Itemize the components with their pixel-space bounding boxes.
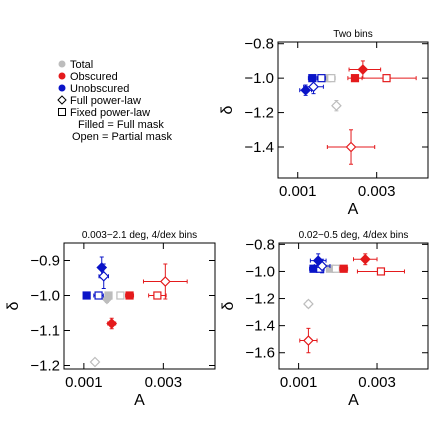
y-tick-label: −1.4 <box>245 318 275 335</box>
x-axis-label: A <box>348 201 359 218</box>
plot-frame <box>277 41 429 179</box>
x-tick-label: 0.003 <box>358 183 396 200</box>
legend-label-obscured: Obscured <box>70 71 118 83</box>
y-tick-label: −1.0 <box>245 263 275 280</box>
data-point-unobscured-diamond-open <box>316 260 328 272</box>
x-tick-label: 0.001 <box>280 374 318 391</box>
legend-marker-unobscured <box>58 84 66 92</box>
y-tick-label: −1.6 <box>245 345 275 362</box>
legend-label-unobscured: Unobscured <box>70 83 129 95</box>
chart-title: 0.003−2.1 deg, 4/dex bins <box>82 230 197 241</box>
data-point-obscured-diamond-open <box>303 335 314 346</box>
data-point-total-square-open <box>331 264 340 273</box>
data-point-total-square-open <box>327 74 336 83</box>
legend-marker-fixed-power-law <box>58 108 66 116</box>
data-point-unobscured-square-filled <box>308 74 317 83</box>
data-point-obscured-diamond-open <box>159 276 171 287</box>
legend-marker-obscured <box>58 72 66 80</box>
data-point-obscured-square-open <box>153 291 162 300</box>
y-tick-label: −1.4 <box>244 139 274 156</box>
legend-label-total: Total <box>70 59 93 71</box>
y-tick-label: −1.2 <box>30 358 60 375</box>
legend-marker-total <box>58 60 66 68</box>
x-tick-label: 0.001 <box>279 183 317 200</box>
y-axis-label: δ <box>5 301 22 310</box>
data-point-unobscured-diamond-open <box>98 270 110 282</box>
data-point-total-diamond-open <box>89 356 101 368</box>
chart-title: 0.02−0.5 deg, 4/dex bins <box>299 230 409 241</box>
x-tick-label: 0.003 <box>358 374 396 391</box>
data-point-total-diamond-filled <box>101 293 113 305</box>
data-point-obscured-square-open <box>376 267 386 276</box>
y-tick-label: −0.8 <box>245 236 275 253</box>
data-point-obscured-square-filled <box>125 291 134 300</box>
legend: Total Obscured Unobscured Full power-law… <box>57 59 172 143</box>
data-point-unobscured-square-open <box>94 291 103 300</box>
panel-two-bins: Two bins 0.001 0.003 −0.8 −1.0 −1.2 −1.4 Aδ <box>219 29 429 218</box>
data-point-obscured-diamond-filled <box>357 64 369 75</box>
data-point-total-square-open <box>116 291 125 300</box>
data-point-unobscured-diamond-open <box>308 81 319 93</box>
legend-note-open: Open = Partial mask <box>72 131 172 143</box>
data-point-obscured-square-open <box>382 74 391 83</box>
data-point-unobscured-square-open <box>317 74 326 83</box>
y-tick-label: −1.2 <box>244 105 274 122</box>
x-tick-label: 0.001 <box>65 374 103 391</box>
y-tick-label: −1.1 <box>30 323 60 340</box>
x-axis-label: A <box>134 392 145 409</box>
panel-0.02-0.5-deg: 0.02−0.5 deg, 4/dex bins 0.001 0.003 −0.8 −1… <box>220 230 429 409</box>
data-point-unobscured-square-filled <box>82 291 91 300</box>
y-tick-label: −0.9 <box>30 253 60 270</box>
x-tick-label: 0.003 <box>145 374 183 391</box>
data-point-obscured-diamond-filled <box>359 253 371 265</box>
data-point-obscured-diamond-filled <box>106 318 118 329</box>
legend-note-filled: Filled = Full mask <box>78 119 164 131</box>
plot-frame <box>63 242 216 370</box>
legend-label-full-power-law: Full power-law <box>70 95 141 107</box>
panel-0.003-2.1-deg: 0.003−2.1 deg, 4/dex bins 0.001 0.003 −0.9 −… <box>5 230 216 409</box>
data-point-obscured-square-filled <box>339 264 348 273</box>
data-point-obscured-diamond-open <box>345 141 357 153</box>
y-axis-label: δ <box>219 105 236 114</box>
y-tick-label: −1.2 <box>245 291 275 308</box>
y-tick-label: −0.8 <box>244 36 274 53</box>
x-axis-label: A <box>348 392 359 409</box>
data-point-total-diamond-open <box>303 298 314 310</box>
y-tick-label: −1.0 <box>244 70 274 87</box>
data-point-total-diamond-open <box>331 100 342 112</box>
legend-marker-full-power-law <box>57 95 67 105</box>
y-axis-label: δ <box>220 301 237 310</box>
legend-label-fixed-power-law: Fixed power-law <box>70 107 150 119</box>
plot-frame <box>278 242 429 370</box>
chart-title: Two bins <box>333 29 372 40</box>
y-tick-label: −1.0 <box>30 288 60 305</box>
